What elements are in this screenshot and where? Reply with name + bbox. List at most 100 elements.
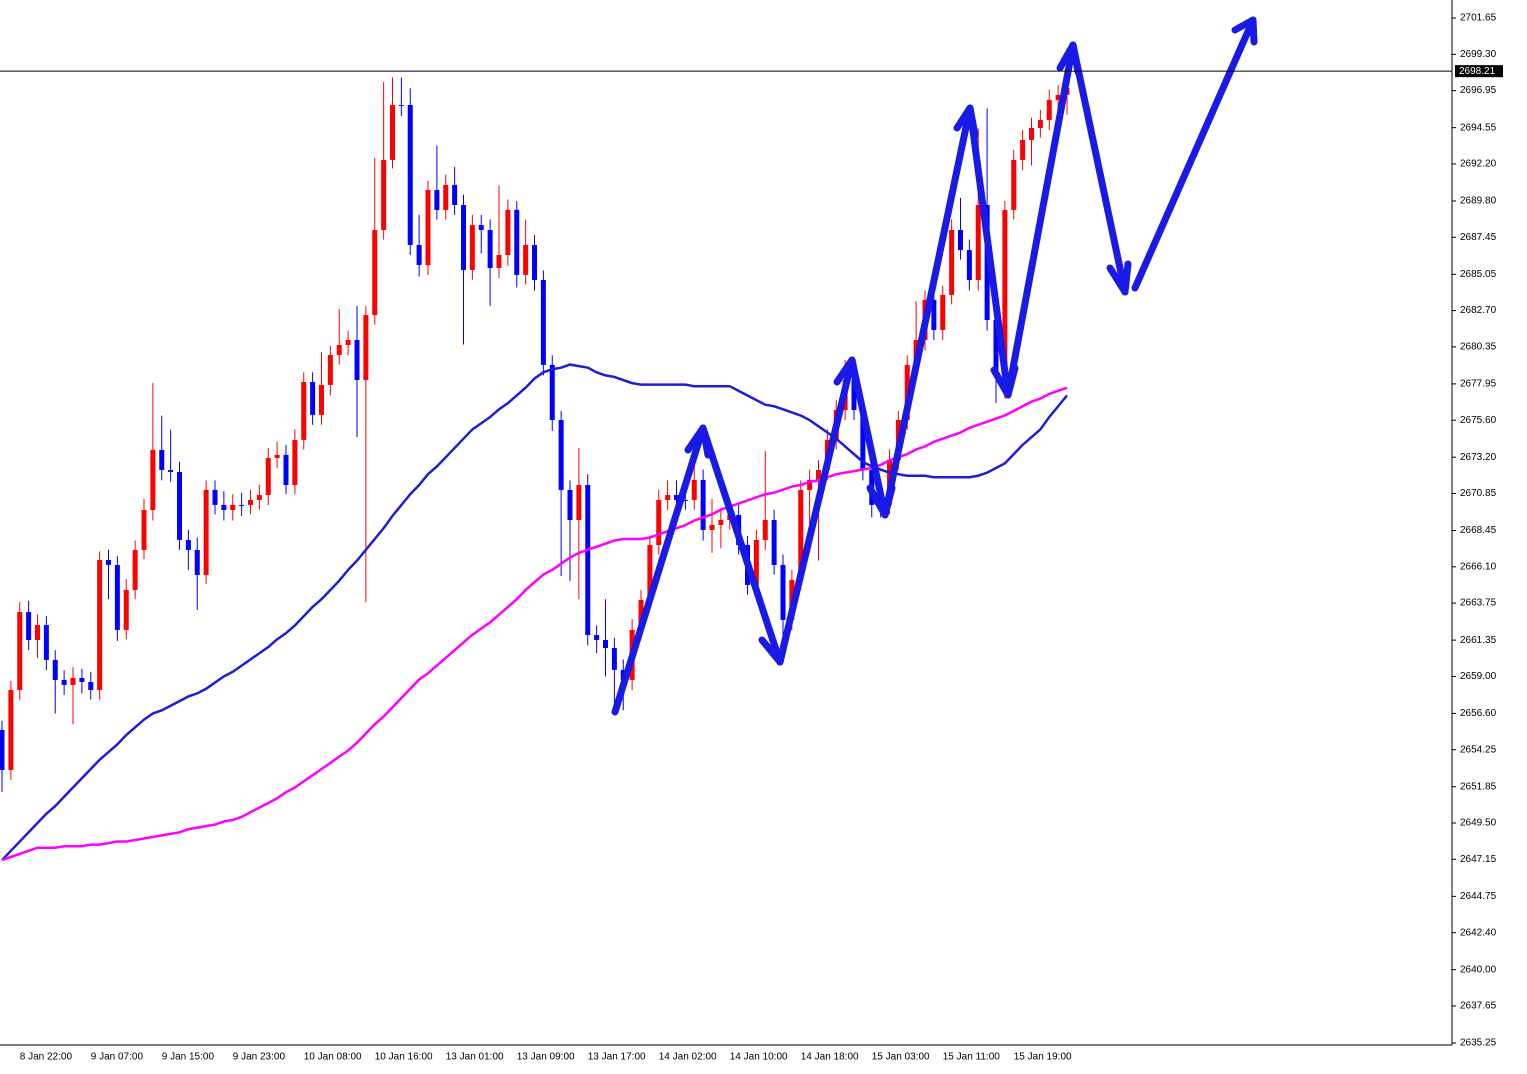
candle-body xyxy=(185,539,191,550)
moving-average-line xyxy=(1,386,1068,862)
candle-body xyxy=(265,457,271,496)
candle-body xyxy=(159,449,165,471)
arrow-head xyxy=(953,104,979,139)
candle-body xyxy=(336,344,342,356)
y-tick-label: 2647.15 xyxy=(1460,854,1497,865)
candle-body xyxy=(691,479,697,500)
x-tick-label: 8 Jan 22:00 xyxy=(20,1052,73,1063)
candle-body xyxy=(35,624,40,640)
y-tick-label: 2649.50 xyxy=(1460,818,1497,829)
candle-body xyxy=(203,489,209,575)
y-tick-label: 2642.40 xyxy=(1460,927,1497,938)
candle-body xyxy=(975,204,981,281)
candle-body xyxy=(407,104,413,245)
candle-body xyxy=(123,589,129,630)
candle-body xyxy=(70,677,76,685)
candle-body xyxy=(354,340,360,381)
y-tick-label: 2654.25 xyxy=(1460,744,1497,755)
candle-body xyxy=(594,635,600,640)
y-tick-label: 2659.00 xyxy=(1460,671,1497,682)
y-tick-label: 2644.75 xyxy=(1460,891,1497,902)
candle-body xyxy=(549,364,555,421)
candle-body xyxy=(301,382,307,440)
candle-body xyxy=(1011,159,1017,210)
candle-body xyxy=(860,409,866,471)
candle-body xyxy=(363,315,369,381)
final-arrow xyxy=(1131,16,1257,292)
arrow-head xyxy=(833,356,861,392)
y-tick-label: 2682.70 xyxy=(1460,305,1497,316)
candle-body xyxy=(221,504,227,510)
candle-body xyxy=(603,639,608,648)
arrow-head xyxy=(866,484,896,519)
y-tick-label: 2687.45 xyxy=(1460,232,1497,243)
x-tick-label: 10 Jan 16:00 xyxy=(375,1052,433,1063)
candle-body xyxy=(523,244,529,275)
candle-body xyxy=(310,382,316,415)
candle-body xyxy=(1055,94,1061,101)
candle-body xyxy=(0,729,5,770)
candle-body xyxy=(416,244,422,266)
candle-body xyxy=(656,499,662,546)
y-tick-label: 2670.85 xyxy=(1460,488,1497,499)
current-price-box xyxy=(1455,65,1503,78)
candle-body xyxy=(79,677,85,682)
x-tick-label: 15 Jan 19:00 xyxy=(1014,1052,1072,1063)
candle-body xyxy=(88,681,94,690)
candle-body xyxy=(283,454,289,485)
candle-body xyxy=(682,499,688,501)
candle-body xyxy=(478,225,484,230)
y-tick-label: 2699.30 xyxy=(1460,49,1497,60)
x-tick-label: 15 Jan 11:00 xyxy=(943,1052,1001,1063)
candle-body xyxy=(1020,140,1026,160)
x-tick-label: 9 Jan 15:00 xyxy=(162,1052,215,1063)
y-tick-label: 2701.65 xyxy=(1460,13,1497,24)
candle-body xyxy=(132,549,138,590)
candle-body xyxy=(949,229,955,295)
candle-body xyxy=(292,439,298,485)
candle-body xyxy=(638,599,644,630)
candle-body xyxy=(425,190,431,266)
y-tick-label: 2661.35 xyxy=(1460,635,1497,646)
y-tick-label: 2685.05 xyxy=(1460,269,1497,280)
moving-average-line xyxy=(1,363,1068,861)
candle-body xyxy=(43,624,49,660)
candle-body xyxy=(576,484,582,521)
candle-body xyxy=(248,499,253,505)
zigzag-arrow xyxy=(611,41,1129,716)
candle-body xyxy=(150,449,156,510)
plot-area xyxy=(0,69,1070,862)
candle-body xyxy=(230,504,236,510)
y-tick-label: 2680.35 xyxy=(1460,341,1497,352)
candle-body xyxy=(345,340,351,345)
candle-body xyxy=(212,489,218,505)
arrow-head xyxy=(1056,41,1082,76)
candle-body xyxy=(97,560,103,690)
y-tick-label: 2637.65 xyxy=(1460,1001,1497,1012)
candle-body xyxy=(958,229,963,251)
y-tick-label: 2696.95 xyxy=(1460,85,1497,96)
candle-body xyxy=(61,679,67,685)
arrow-head xyxy=(684,424,712,459)
candle-body xyxy=(177,472,182,540)
candle-body xyxy=(327,355,333,385)
arrow-head xyxy=(1231,16,1258,46)
x-tick-label: 13 Jan 09:00 xyxy=(517,1052,575,1063)
candle-body xyxy=(114,564,120,630)
candle-body xyxy=(611,647,617,670)
candle-body xyxy=(372,229,378,316)
candle-body xyxy=(753,539,759,586)
candle-body xyxy=(585,484,591,636)
candle-body xyxy=(780,564,786,620)
x-tick-label: 13 Jan 17:00 xyxy=(588,1052,646,1063)
y-tick-label: 2694.55 xyxy=(1460,122,1497,133)
candle-body xyxy=(567,489,573,521)
y-tick-label: 2666.10 xyxy=(1460,561,1497,572)
x-tick-label: 9 Jan 23:00 xyxy=(233,1052,286,1063)
candle-body xyxy=(798,489,804,580)
candle-body xyxy=(558,420,564,490)
candle-body xyxy=(647,545,653,600)
x-tick-label: 10 Jan 08:00 xyxy=(304,1052,362,1063)
candle-body xyxy=(762,520,768,540)
